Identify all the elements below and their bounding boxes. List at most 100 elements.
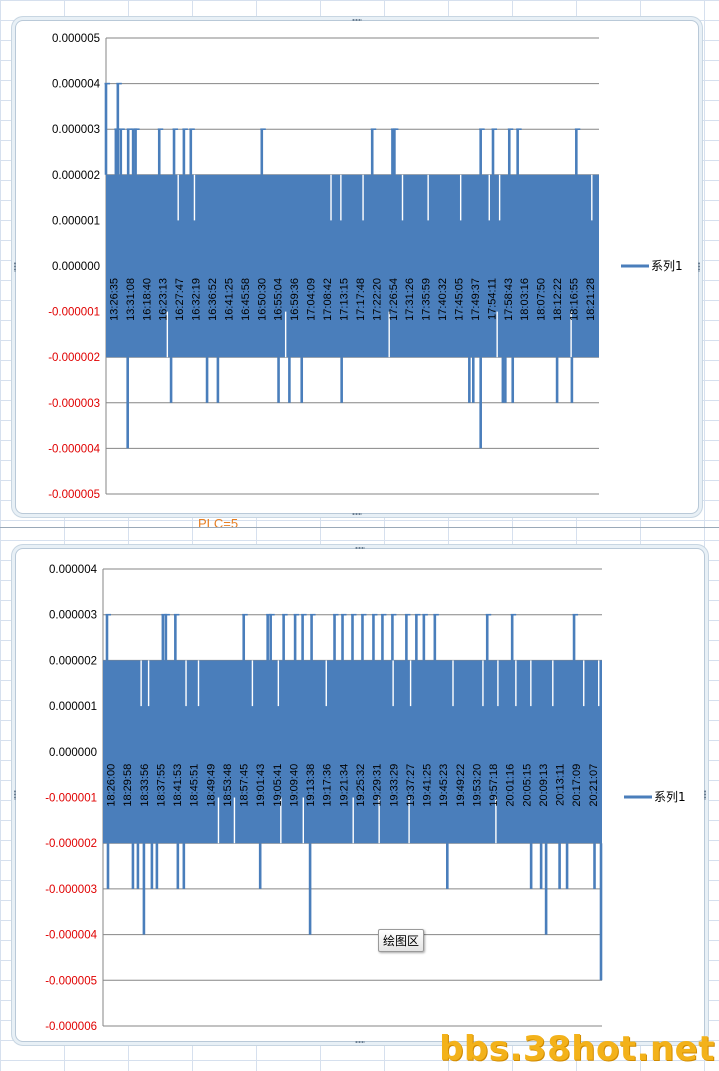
series-gap: [530, 660, 532, 707]
x-tick-label: 19:13:38: [305, 764, 317, 807]
y-tick-label: 0.000002: [49, 655, 97, 667]
x-tick-label: 13:31:08: [125, 278, 137, 321]
y-tick-label: -0.000002: [45, 838, 97, 850]
x-tick-label: 19:33:29: [388, 764, 400, 807]
y-tick-label: 0.000003: [49, 610, 97, 622]
chart-2-resize-handle-right[interactable]: [703, 790, 707, 800]
chart-2-resize-handle-left[interactable]: [13, 790, 17, 800]
chart-1-resize-handle-bottom[interactable]: [352, 512, 362, 516]
chart-2-resize-handle-bottom[interactable]: [355, 1040, 365, 1044]
x-tick-label: 18:03:16: [519, 278, 531, 321]
x-tick-label: 17:54:11: [486, 278, 498, 320]
x-tick-label: 17:58:43: [503, 278, 515, 321]
x-tick-label: 16:55:04: [273, 278, 285, 321]
x-tick-label: 19:01:43: [255, 764, 267, 807]
series-gap: [488, 174, 490, 221]
chart-2-plot[interactable]: 0.000004 0.000003 0.000002 0.000001 0.000000…: [16, 549, 704, 1041]
series-gap: [583, 660, 585, 707]
x-tick-label: 16:27:47: [174, 278, 186, 321]
series-gap: [452, 660, 454, 707]
x-tick-label: 18:33:56: [139, 764, 151, 807]
series-gap: [408, 797, 410, 844]
x-tick-label: 18:26:00: [105, 764, 117, 807]
y-tick-label: -0.000005: [45, 975, 97, 987]
x-tick-label: 16:59:36: [289, 278, 301, 321]
legend-label: 系列1: [651, 259, 683, 273]
x-tick-label: 16:41:25: [223, 278, 235, 321]
series-gap: [496, 311, 498, 358]
series-gap: [498, 174, 501, 221]
series-gap: [515, 660, 517, 707]
chart-1-plot[interactable]: 0.000005 0.000004 0.000003 0.000002 0.000001…: [16, 21, 698, 513]
series-gap: [409, 660, 412, 707]
x-tick-label: 13:26:35: [108, 278, 120, 321]
x-tick-label: 16:36:52: [207, 278, 219, 321]
y-tick-label: -0.000004: [45, 930, 97, 942]
y-tick-label: 0.000001: [49, 701, 97, 713]
series-gap: [591, 174, 593, 221]
x-tick-label: 18:57:45: [239, 764, 251, 807]
x-tick-label: 17:08:42: [322, 278, 334, 321]
series-gap: [401, 174, 404, 221]
plot-area-tooltip: 绘图区: [378, 929, 425, 952]
y-tick-label: -0.000005: [48, 489, 100, 501]
x-tick-label: 19:41:25: [422, 764, 434, 807]
series-gap: [497, 660, 499, 707]
chart-2-resize-handle-top[interactable]: [355, 546, 365, 550]
x-tick-label: 19:49:22: [455, 764, 467, 807]
x-tick-label: 16:32:19: [191, 278, 203, 321]
x-tick-label: 20:01:16: [505, 764, 517, 807]
series-gap: [340, 174, 342, 221]
series-gap: [197, 660, 200, 707]
x-tick-label: 16:23:13: [158, 278, 170, 321]
x-tick-label: 17:40:32: [437, 278, 449, 321]
series-gap: [140, 660, 142, 707]
x-tick-label: 19:25:32: [355, 764, 367, 807]
x-tick-label: 17:17:48: [355, 278, 367, 321]
x-tick-label: 17:04:09: [306, 278, 318, 321]
x-tick-label: 19:37:27: [405, 764, 417, 807]
series-gap: [193, 174, 196, 221]
series-gap: [459, 174, 462, 221]
series-gap: [277, 660, 280, 707]
x-tick-label: 17:22:20: [371, 278, 383, 321]
plc-label: PLC=5: [198, 516, 239, 531]
y-tick-label: 0.000001: [52, 215, 100, 227]
chart-1-resize-handle-right[interactable]: [697, 262, 701, 272]
series-gap: [392, 660, 394, 707]
series-gap: [177, 174, 179, 221]
x-tick-label: 16:45:58: [240, 278, 252, 321]
x-tick-label: 19:29:31: [372, 764, 384, 807]
series-gap: [280, 797, 282, 844]
x-tick-label: 19:05:41: [272, 764, 284, 807]
x-tick-label: 18:07:50: [536, 278, 548, 321]
x-tick-label: 17:45:05: [453, 278, 465, 321]
y-tick-label: 0.000004: [52, 79, 101, 91]
chart-1-resize-handle-left[interactable]: [13, 262, 17, 272]
chart-frame-2[interactable]: 0.000004 0.000003 0.000002 0.000001 0.000000…: [13, 546, 707, 1044]
chart-1-resize-handle-top[interactable]: [352, 18, 362, 22]
x-tick-label: 16:18:40: [141, 278, 153, 321]
series-gap: [147, 660, 150, 707]
series-gap: [378, 797, 380, 844]
y-tick-label: -0.000001: [48, 307, 100, 319]
x-tick-label: 20:09:13: [538, 764, 550, 807]
chart-frame-1[interactable]: 0.000005 0.000004 0.000003 0.000002 0.000001…: [13, 18, 701, 516]
series-gap: [598, 660, 600, 707]
x-tick-label: 16:50:30: [256, 278, 268, 321]
series-gap: [352, 797, 354, 844]
sheet-separator: [0, 527, 719, 528]
x-tick-label: 19:21:34: [338, 764, 350, 807]
x-tick-label: 19:57:18: [488, 764, 500, 807]
x-tick-label: 18:29:58: [122, 764, 134, 807]
y-tick-label: 0.000000: [49, 747, 97, 759]
x-tick-label: 18:12:22: [552, 278, 564, 321]
series-gap: [552, 660, 554, 707]
series-gap: [427, 174, 429, 221]
series-gap: [302, 797, 304, 844]
x-tick-label: 18:21:28: [585, 278, 597, 321]
watermark-text: bbs.38hot.net: [439, 1029, 715, 1069]
y-tick-label: -0.000001: [45, 793, 97, 805]
y-tick-label: -0.000006: [45, 1021, 97, 1033]
legend-label: 系列1: [654, 790, 686, 804]
